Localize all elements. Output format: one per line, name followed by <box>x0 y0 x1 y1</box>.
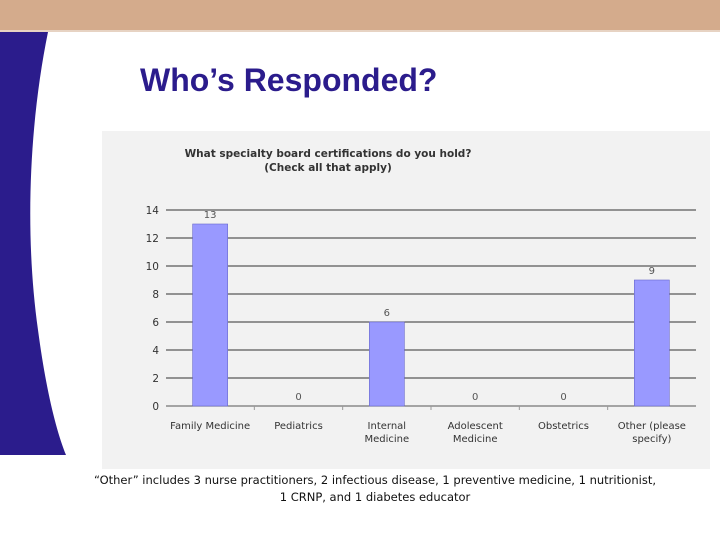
x-axis-categories: Family Medicine Pediatrics Internal Medicin… <box>170 421 686 445</box>
bar <box>192 223 228 407</box>
category-label: Pediatrics <box>274 421 323 432</box>
category-label: Obstetrics <box>538 421 589 432</box>
category-label: Medicine <box>364 434 409 445</box>
data-label: 0 <box>295 392 301 403</box>
category-label: specify) <box>632 434 671 445</box>
bars <box>192 223 670 407</box>
footnote-line-2: 1 CRNP, and 1 diabetes educator <box>279 490 471 504</box>
chart-title-line-2: (Check all that apply) <box>264 162 392 174</box>
y-tick-label: 8 <box>152 289 159 301</box>
footnote-line-1: “Other” includes 3 nurse practitioners, … <box>94 473 656 487</box>
top-bar <box>0 0 720 30</box>
chart-title-line-1: What specialty board certifications do y… <box>185 148 472 160</box>
top-bar-divider <box>0 30 720 32</box>
band-shape <box>0 32 66 455</box>
chart-title-group: What specialty board certifications do y… <box>185 148 472 174</box>
y-tick-label: 14 <box>146 205 160 217</box>
category-label: Other (please <box>618 421 686 432</box>
footnote: “Other” includes 3 nurse practitioners, … <box>60 472 690 506</box>
data-label: 13 <box>204 210 217 221</box>
data-label: 0 <box>560 392 566 403</box>
y-tick-label: 10 <box>146 261 159 273</box>
y-tick-label: 12 <box>146 233 159 245</box>
category-label: Internal <box>368 421 407 432</box>
slide-title: Who’s Responded? <box>140 62 438 98</box>
y-axis-ticks: 0 2 4 6 8 10 12 14 <box>146 205 160 413</box>
bar <box>369 321 405 407</box>
chart-panel: What specialty board certifications do y… <box>102 131 710 469</box>
y-tick-label: 0 <box>152 401 159 413</box>
data-label: 6 <box>384 308 390 319</box>
data-label: 0 <box>472 392 478 403</box>
data-label: 9 <box>649 266 655 277</box>
category-label: Family Medicine <box>170 421 250 432</box>
y-tick-label: 4 <box>152 345 159 357</box>
category-label: Adolescent <box>448 421 503 432</box>
bar <box>634 279 670 407</box>
category-label: Medicine <box>453 434 498 445</box>
data-labels: 13 0 6 0 0 9 <box>204 210 655 403</box>
gridlines <box>166 209 696 410</box>
y-tick-label: 6 <box>152 317 159 329</box>
bar-chart: What specialty board certifications do y… <box>146 148 696 445</box>
y-tick-label: 2 <box>152 373 159 385</box>
